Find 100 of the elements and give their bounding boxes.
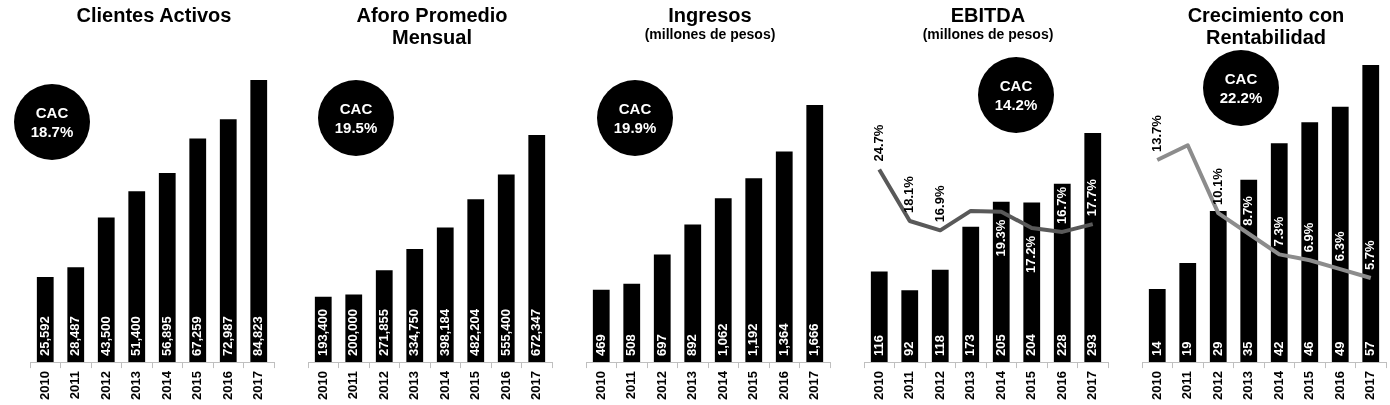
data-label: 35 [1240, 341, 1256, 357]
x-tick-label: 2013 [684, 371, 700, 400]
circle-badge: CAC 19.9% [597, 80, 673, 156]
x-tick-label: 2011 [623, 371, 639, 400]
circle-badge: CAC 18.7% [14, 84, 90, 160]
bar [870, 271, 888, 363]
x-tick-label: 2014 [1270, 370, 1286, 400]
x-tick-label: 2010 [592, 371, 608, 400]
x-tick-label: 2012 [653, 371, 669, 400]
x-tick-label: 2010 [36, 371, 52, 400]
x-tick-label: 2016 [1053, 371, 1069, 400]
data-label: 228 [1053, 334, 1069, 357]
x-tick-label: 2016 [219, 371, 235, 400]
data-label: 84,823 [250, 316, 266, 357]
annotation: CAC 19.5% [333, 99, 379, 137]
x-tick-label: 2017 [806, 371, 822, 400]
data-label: 672,347 [528, 309, 544, 357]
x-tick-label: 2017 [250, 371, 266, 400]
data-label: 6.3% [1331, 231, 1347, 262]
x-tick-label: 2017 [1362, 371, 1378, 400]
data-label: 5.7% [1362, 239, 1378, 270]
x-tick-label: 2012 [1209, 371, 1225, 400]
bar [189, 138, 207, 363]
data-label: 7.3% [1270, 216, 1286, 247]
bar [219, 119, 237, 363]
bar [931, 269, 949, 363]
chart-subtitle: (millones de pesos) [921, 26, 1055, 43]
data-label: 1,666 [806, 323, 822, 357]
x-tick-label: 2012 [375, 371, 391, 400]
annotation: CAC 19.9% [612, 99, 658, 137]
chart-title: Clientes Activos [75, 4, 233, 26]
x-tick-label: 2012 [931, 371, 947, 400]
data-label: 13.7% [1148, 114, 1164, 152]
bar [1362, 65, 1380, 363]
bar [250, 80, 268, 363]
data-label: 16.7% [1053, 186, 1069, 224]
data-label: 17.7% [1084, 178, 1100, 217]
circle-badge: CAC 14.2% [978, 57, 1054, 133]
data-label: 18.1% [901, 175, 917, 214]
x-tick-label: 2011 [1179, 371, 1195, 400]
data-label: 24.7% [870, 124, 886, 162]
bar [901, 290, 919, 363]
bar [684, 224, 702, 363]
data-label: 892 [684, 334, 700, 357]
x-tick-label: 2017 [1084, 371, 1100, 400]
bar [1179, 263, 1197, 363]
bar [1148, 289, 1166, 363]
x-tick-label: 2013 [128, 371, 144, 400]
data-label: 1,062 [714, 323, 730, 357]
data-label: 173 [962, 334, 978, 357]
bar [497, 174, 515, 363]
bar [97, 217, 115, 363]
x-tick-label: 2016 [775, 371, 791, 400]
x-tick-label: 2015 [467, 371, 483, 400]
data-label: 398,184 [436, 308, 452, 357]
data-label: 67,259 [189, 316, 205, 357]
data-label: 1,192 [745, 323, 761, 357]
chart-subtitle: (millones de pesos) [643, 26, 777, 43]
data-label: 29 [1209, 341, 1225, 357]
data-label: 204 [1023, 333, 1039, 357]
x-tick-label: 2015 [745, 371, 761, 400]
data-label: 469 [592, 334, 608, 357]
annotation: CAC 22.2% [1218, 69, 1264, 107]
x-tick-label: 2015 [1023, 371, 1039, 400]
annotation: CAC 18.7% [29, 103, 75, 141]
data-label: 205 [992, 334, 1008, 357]
data-label: 17.2% [1023, 235, 1039, 273]
bar [158, 172, 176, 363]
data-label: 697 [653, 334, 669, 357]
data-label: 72,987 [219, 316, 235, 357]
chart-title: Ingresos [667, 4, 753, 26]
bar [775, 151, 793, 363]
bar [528, 135, 546, 363]
bar [1270, 143, 1288, 363]
x-tick-label: 2014 [992, 370, 1008, 400]
data-label: 1,364 [775, 322, 791, 357]
bar [128, 191, 146, 363]
data-label: 116 [870, 335, 886, 357]
circle-badge: CAC 19.5% [318, 80, 394, 156]
x-tick-label: 2015 [189, 371, 205, 400]
bar [653, 254, 671, 363]
data-label: 43,500 [97, 316, 113, 357]
circle-badge: CAC 22.2% [1203, 50, 1279, 126]
data-label: 334,750 [406, 309, 422, 357]
x-tick-label: 2016 [1331, 371, 1347, 400]
data-label: 46 [1301, 341, 1317, 357]
bar [1331, 106, 1349, 363]
data-label: 193,400 [314, 309, 330, 357]
bar [467, 199, 485, 363]
data-label: 19.3% [992, 219, 1008, 257]
data-label: 57 [1362, 341, 1378, 357]
x-tick-label: 2011 [901, 371, 917, 400]
data-label: 482,204 [467, 308, 483, 357]
bar [1084, 133, 1102, 363]
data-label: 51,400 [128, 316, 144, 357]
bar [806, 105, 824, 363]
bar [745, 178, 763, 363]
x-tick-label: 2015 [1301, 371, 1317, 400]
x-tick-label: 2014 [714, 370, 730, 400]
data-label: 16.9% [931, 185, 947, 223]
